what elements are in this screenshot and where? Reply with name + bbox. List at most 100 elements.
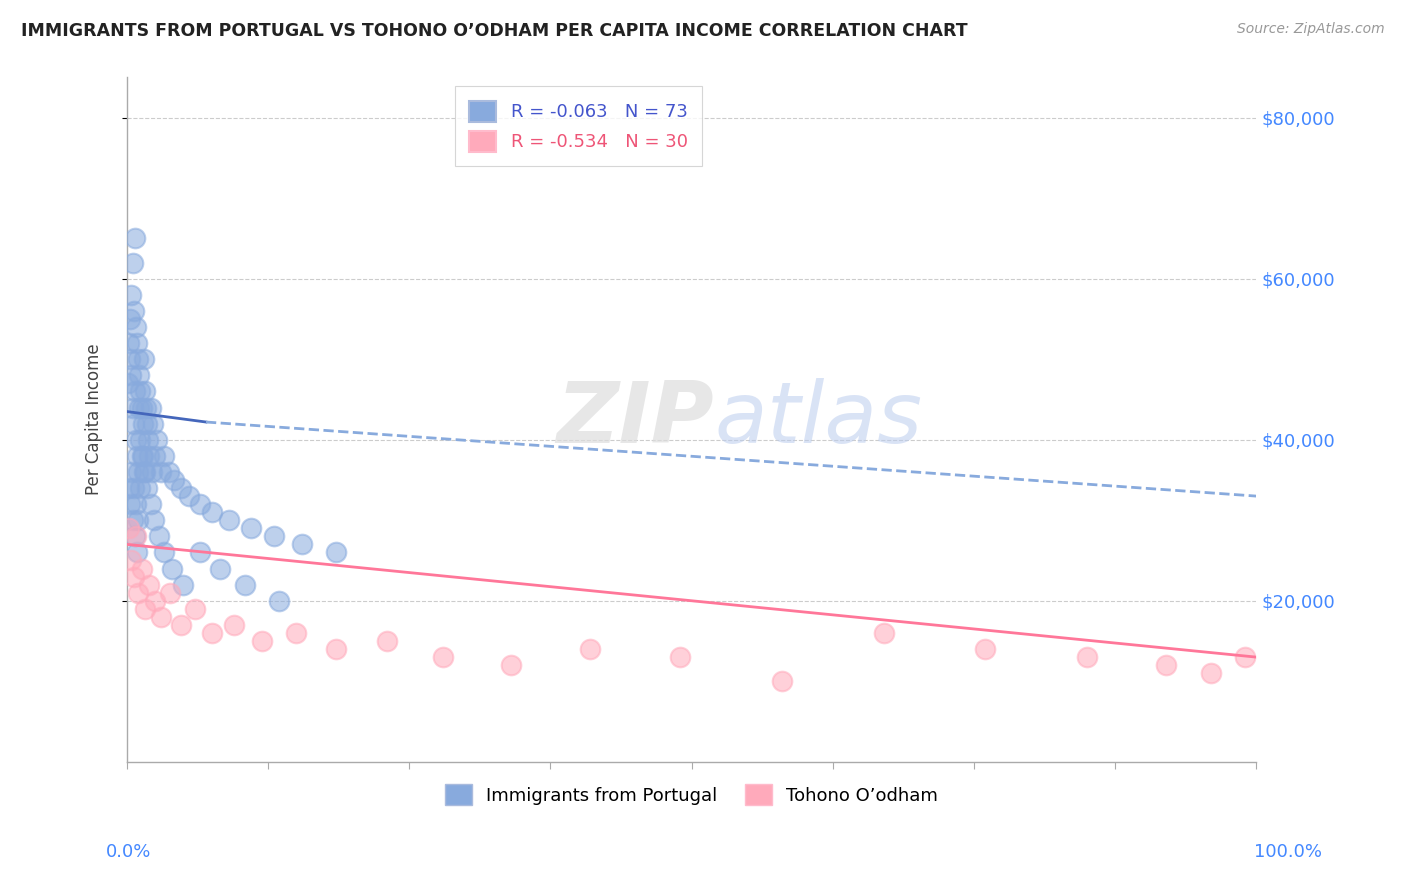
Point xyxy=(118,336,141,351)
Point xyxy=(127,513,149,527)
Point xyxy=(153,545,176,559)
Point xyxy=(136,417,159,431)
Point xyxy=(285,626,308,640)
Text: ZIP: ZIP xyxy=(557,378,714,461)
Point xyxy=(134,465,156,479)
Point xyxy=(127,352,149,367)
Point xyxy=(1199,666,1222,681)
Text: atlas: atlas xyxy=(714,378,922,461)
Point xyxy=(142,417,165,431)
Point xyxy=(163,473,186,487)
Point xyxy=(153,449,176,463)
Point xyxy=(149,465,172,479)
Point xyxy=(499,658,522,673)
Point xyxy=(1233,650,1256,665)
Point xyxy=(135,401,157,415)
Point xyxy=(125,336,148,351)
Point xyxy=(127,585,149,599)
Point xyxy=(291,537,314,551)
Point xyxy=(125,320,148,334)
Point xyxy=(129,384,152,399)
Point xyxy=(134,602,156,616)
Point xyxy=(669,650,692,665)
Point xyxy=(143,593,166,607)
Point xyxy=(125,529,148,543)
Point xyxy=(121,255,143,269)
Point xyxy=(122,304,145,318)
Point xyxy=(188,497,211,511)
Point xyxy=(170,618,193,632)
Point xyxy=(125,497,148,511)
Point xyxy=(579,642,602,657)
Legend: Immigrants from Portugal, Tohono O’odham: Immigrants from Portugal, Tohono O’odham xyxy=(436,775,948,814)
Point xyxy=(1076,650,1098,665)
Point xyxy=(188,545,211,559)
Point xyxy=(125,433,148,447)
Point xyxy=(120,553,142,567)
Point xyxy=(120,312,142,326)
Point xyxy=(121,401,143,415)
Point xyxy=(128,401,150,415)
Text: 100.0%: 100.0% xyxy=(1254,843,1322,861)
Point xyxy=(124,231,146,245)
Point xyxy=(138,577,160,591)
Point xyxy=(124,529,146,543)
Point xyxy=(252,634,274,648)
Point xyxy=(432,650,454,665)
Point xyxy=(125,545,148,559)
Point xyxy=(139,401,162,415)
Point xyxy=(120,368,142,383)
Point xyxy=(770,674,793,689)
Point xyxy=(872,626,894,640)
Point xyxy=(134,384,156,399)
Point xyxy=(141,465,163,479)
Point xyxy=(120,352,142,367)
Point xyxy=(177,489,200,503)
Point xyxy=(325,545,347,559)
Point xyxy=(122,569,145,583)
Point xyxy=(129,481,152,495)
Point xyxy=(235,577,257,591)
Point xyxy=(129,433,152,447)
Point xyxy=(157,465,180,479)
Point xyxy=(132,352,155,367)
Text: IMMIGRANTS FROM PORTUGAL VS TOHONO O’ODHAM PER CAPITA INCOME CORRELATION CHART: IMMIGRANTS FROM PORTUGAL VS TOHONO O’ODH… xyxy=(21,22,967,40)
Point xyxy=(148,529,170,543)
Point xyxy=(218,513,240,527)
Point xyxy=(121,513,143,527)
Point xyxy=(120,497,142,511)
Point xyxy=(128,368,150,383)
Point xyxy=(170,481,193,495)
Point xyxy=(136,481,159,495)
Point xyxy=(124,384,146,399)
Point xyxy=(132,449,155,463)
Point xyxy=(125,449,148,463)
Point xyxy=(974,642,997,657)
Point xyxy=(201,626,224,640)
Point xyxy=(201,505,224,519)
Point xyxy=(183,602,205,616)
Point xyxy=(131,561,153,575)
Point xyxy=(146,433,169,447)
Point xyxy=(118,521,141,535)
Point xyxy=(120,288,142,302)
Point xyxy=(172,577,194,591)
Point xyxy=(375,634,398,648)
Point xyxy=(138,449,160,463)
Text: 0.0%: 0.0% xyxy=(105,843,150,861)
Point xyxy=(132,417,155,431)
Point xyxy=(269,593,291,607)
Point xyxy=(122,417,145,431)
Point xyxy=(118,481,141,495)
Point xyxy=(1154,658,1177,673)
Point xyxy=(132,465,155,479)
Y-axis label: Per Capita Income: Per Capita Income xyxy=(86,343,103,495)
Point xyxy=(131,449,153,463)
Point xyxy=(263,529,285,543)
Point xyxy=(117,376,139,391)
Point xyxy=(143,449,166,463)
Point xyxy=(208,561,231,575)
Point xyxy=(127,465,149,479)
Point xyxy=(224,618,246,632)
Point xyxy=(160,561,183,575)
